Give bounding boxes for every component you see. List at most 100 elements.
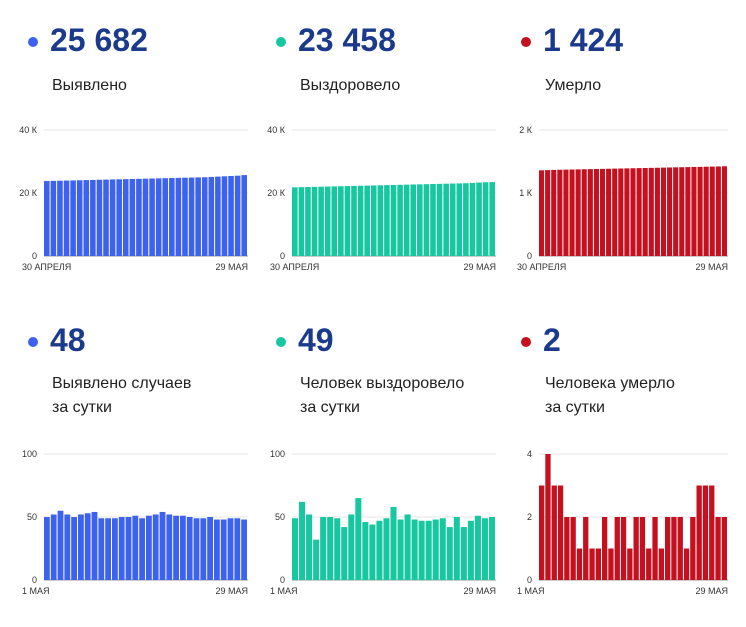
recovered-total-bar: [463, 183, 469, 256]
deaths-total-label: Умерло: [545, 77, 602, 94]
confirmed-daily-bar: [78, 514, 84, 580]
deaths-daily-bar: [595, 548, 601, 580]
deaths-daily-bar: [576, 548, 583, 580]
deaths-total-bar: [691, 166, 697, 256]
confirmed-daily-chart: 0 50 100 1 МАЯ 29 МАЯ: [22, 449, 248, 596]
recovered-daily-bar: [306, 514, 313, 580]
deaths-daily-bar: [709, 485, 715, 580]
confirmed-daily-bar: [98, 518, 105, 580]
confirmed-dot-icon: [28, 37, 38, 47]
deaths-daily-bar: [639, 517, 646, 580]
recovered-daily-y-tick-label: 0: [280, 575, 285, 585]
deaths-daily-y-tick-label: 4: [527, 449, 532, 459]
confirmed-total-bar: [149, 178, 155, 256]
recovered-daily-bar: [439, 518, 446, 580]
deaths-daily-bar: [557, 485, 564, 580]
confirmed-total-bar: [182, 177, 188, 256]
deaths-daily-bar: [589, 548, 595, 580]
recovered-total-bar: [489, 182, 495, 256]
recovered-total-bar: [324, 186, 331, 256]
recovered-total-y-tick-label: 40 К: [267, 125, 286, 135]
confirmed-daily-label-line2: за сутки: [52, 399, 112, 416]
confirmed-daily-bar: [139, 518, 145, 580]
recovered-total-x-start-label: 30 АПРЕЛЯ: [270, 262, 319, 272]
recovered-total-bar: [338, 186, 344, 256]
recovered-total-bar: [397, 184, 403, 256]
recovered-daily-bar: [390, 506, 397, 580]
confirmed-total-bar: [142, 178, 149, 256]
recovered-total-bar: [318, 186, 324, 256]
confirmed-total-bar: [70, 180, 76, 256]
recovered-daily-bar: [376, 520, 383, 580]
deaths-daily-bar: [633, 517, 639, 580]
confirmed-total-bar: [215, 176, 221, 256]
confirmed-total-number: 25 682: [50, 22, 148, 58]
recovered-total-bar: [456, 183, 463, 256]
confirmed-total-bar: [175, 177, 182, 256]
recovered-daily-y-tick-label: 100: [270, 449, 285, 459]
deaths-daily-bar: [671, 517, 677, 580]
recovered-daily-bar: [397, 519, 404, 580]
confirmed-total-label: Выявлено: [52, 77, 127, 94]
confirmed-total-bar: [96, 179, 103, 256]
confirmed-daily-bar: [166, 514, 173, 580]
deaths-daily-bar: [539, 485, 545, 580]
deaths-total-number: 1 424: [543, 22, 624, 58]
recovered-total-bar: [476, 182, 482, 256]
recovered-daily-bar: [460, 527, 467, 580]
recovered-daily-bar: [355, 498, 362, 580]
confirmed-daily-bar: [50, 514, 57, 580]
deaths-total-bar: [697, 166, 703, 256]
recovered-daily-bar: [334, 518, 341, 580]
deaths-daily-bar: [721, 517, 727, 580]
confirmed-daily-x-start-label: 1 МАЯ: [22, 586, 50, 596]
recovered-daily-bar: [292, 518, 299, 580]
confirmed-daily-number: 48: [50, 322, 86, 358]
confirmed-total-bar: [50, 180, 57, 256]
recovered-total-bar: [377, 185, 384, 256]
recovered-daily-bar: [327, 517, 334, 580]
deaths-total-bar: [587, 169, 593, 256]
recovered-total-bar: [443, 183, 449, 256]
confirmed-total-bar: [208, 176, 215, 256]
deaths-total-bar: [709, 166, 715, 256]
recovered-daily-bar: [362, 522, 369, 580]
confirmed-daily-bar: [180, 515, 186, 580]
confirmed-daily-bar: [105, 518, 111, 580]
confirmed-daily-bar: [227, 518, 234, 580]
confirmed-daily-bar: [200, 518, 207, 580]
deaths-daily-bar: [683, 548, 690, 580]
confirmed-daily-bar: [132, 515, 139, 580]
deaths-total-bar: [636, 168, 642, 256]
recovered-daily-bar: [299, 501, 306, 580]
panel-deaths-total: 1 424 Умерло 0 1 К 2 К 30 АПРЕЛЯ 29 МАЯ: [515, 20, 745, 320]
recovered-daily-x-start-label: 1 МАЯ: [270, 586, 298, 596]
confirmed-daily-bar: [71, 517, 77, 580]
confirmed-daily-bar: [214, 519, 220, 580]
confirmed-total-chart: 0 20 К 40 К 30 АПРЕЛЯ 29 МАЯ: [19, 125, 248, 272]
recovered-daily-bar: [411, 519, 418, 580]
deaths-daily-bar: [646, 548, 652, 580]
deaths-total-bar: [673, 167, 679, 256]
recovered-total-y-tick-label: 20 К: [267, 188, 286, 198]
confirmed-total-bar: [76, 180, 83, 256]
deaths-daily-bar: [614, 517, 620, 580]
recovered-daily-bar: [432, 519, 439, 580]
confirmed-total-bar: [201, 177, 208, 256]
deaths-daily-bar: [690, 517, 696, 580]
recovered-total-bar: [357, 185, 364, 256]
confirmed-total-bar: [155, 178, 162, 256]
recovered-daily-bar: [313, 539, 320, 580]
confirmed-daily-bar: [112, 518, 118, 580]
deaths-total-bar: [551, 169, 557, 256]
confirmed-daily-x-end-label: 29 МАЯ: [215, 586, 248, 596]
deaths-daily-bar: [551, 485, 557, 580]
deaths-daily-x-start-label: 1 МАЯ: [517, 586, 545, 596]
recovered-daily-y-tick-label: 50: [275, 512, 285, 522]
recovered-total-bar: [311, 186, 318, 256]
deaths-total-bar: [569, 169, 575, 256]
recovered-daily-bar: [488, 517, 495, 580]
confirmed-daily-label-line1: Выявлено случаев: [52, 375, 192, 392]
recovered-daily-bar: [404, 514, 411, 580]
confirmed-daily-bar: [146, 515, 152, 580]
